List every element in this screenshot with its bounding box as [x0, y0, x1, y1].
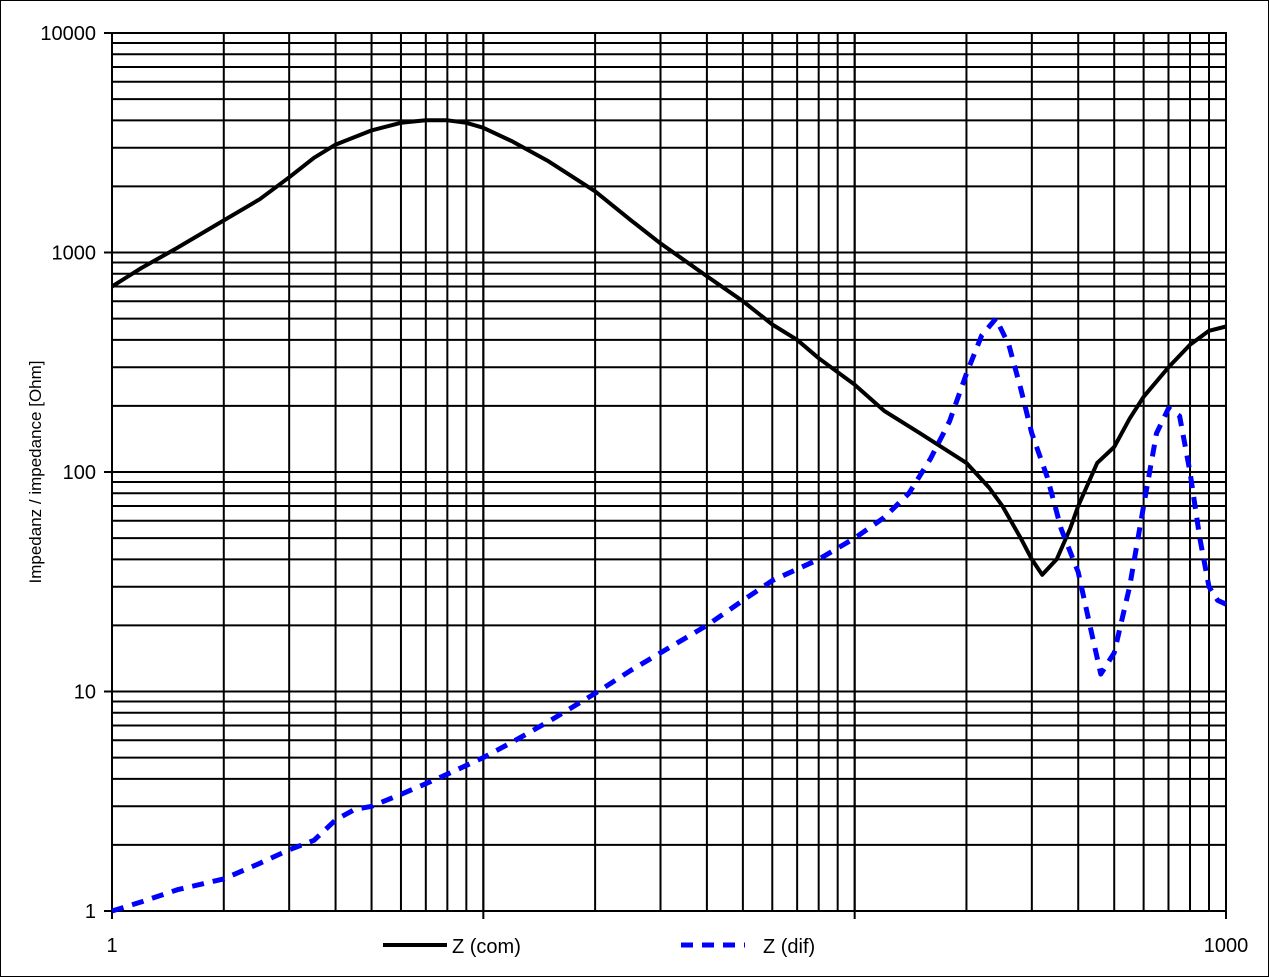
y-tick-label: 1 [85, 901, 96, 923]
legend-label-z-com: Z (com) [452, 936, 521, 958]
y-tick-label: 1000 [52, 243, 97, 265]
y-tick-label: 10000 [40, 23, 96, 45]
y-tick-label: 10 [74, 682, 96, 704]
series-line-z-dif [111, 316, 1228, 914]
tick-labels: 1 1000 1 10 100 1000 10000 [40, 23, 1248, 957]
series-layer [110, 118, 1228, 914]
y-axis-title: Impedanz / impedance [Ohm] [26, 360, 45, 583]
legend: Z (com) Z (dif) [383, 936, 815, 958]
plot-border [111, 32, 1227, 912]
x-tick-label: 1000 [1204, 935, 1249, 957]
x-tick-label: 1 [106, 935, 117, 957]
grid [104, 32, 1227, 919]
legend-label-z-dif: Z (dif) [763, 936, 815, 958]
y-tick-label: 100 [63, 462, 96, 484]
series-line-z-com [110, 118, 1227, 577]
